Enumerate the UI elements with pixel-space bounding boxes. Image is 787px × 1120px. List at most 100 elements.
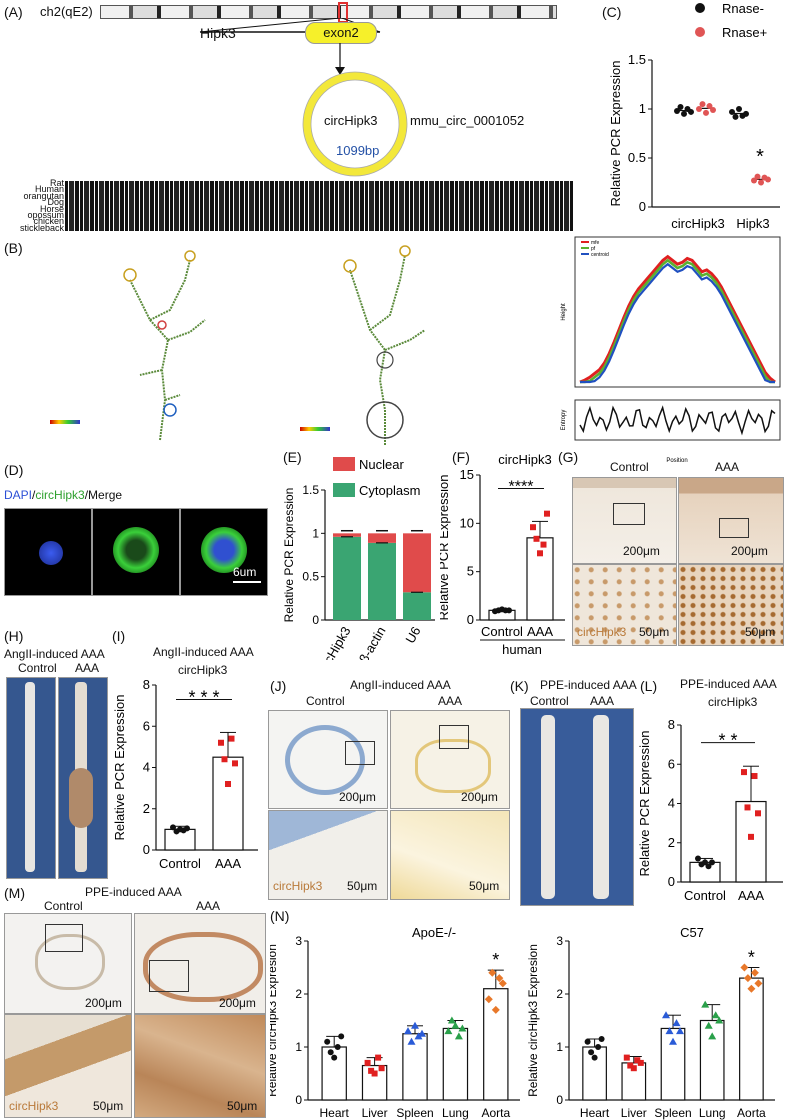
significance-stars: **** [509,479,534,496]
chart-i: 0 2 4 6 8 Relative PCR Expression Control AAA * … [112,677,258,871]
y-tick-label: 3 [556,934,563,948]
image-dapi [4,508,92,596]
bar [483,988,509,1101]
scale-g3: 50μm [639,625,670,639]
panel-label-m: (M) [4,885,25,901]
x-tick-label: Aorta [737,1106,766,1120]
data-point [338,1033,345,1040]
data-point [709,859,715,866]
significance-star: * [492,950,499,970]
scale-j1: 200μm [339,790,376,804]
data-point [705,863,712,870]
data-point [458,1024,467,1032]
exon-label: exon2 [323,25,359,40]
data-point [444,1027,453,1035]
y-axis-label: Height [561,303,567,321]
rna-structure-mfe [123,250,206,441]
data-point [758,179,764,186]
x-tick-label: Control [159,856,201,871]
legend-swatch [333,483,355,497]
data-point [418,1029,426,1037]
rna-structure-centroid [343,245,426,445]
data-point [630,1065,637,1072]
data-point [706,103,713,110]
data-point [584,1038,591,1045]
significance-stars: * * * [188,687,219,707]
circ-length: 1099bp [336,143,380,158]
data-point [711,1011,720,1019]
ihc-j-control-50: circHipk3 50μm [268,810,388,900]
data-point [754,979,763,988]
data-point [540,541,547,548]
g-control-label: Control [610,460,649,474]
data-point [451,1021,460,1029]
ihc-g-aaa-50: 50μm [678,564,784,646]
panel-label-a: (A) [4,4,23,20]
legend-label: mfe [591,240,600,246]
photo-k [520,708,634,906]
chromosome-ideogram [100,5,557,19]
bar [402,1033,428,1101]
y-tick-label: 8 [668,717,675,732]
data-point [334,1044,341,1050]
scale-label-d: 6um [233,565,257,579]
y-tick-label: 10 [460,515,474,530]
y-tick-label: 0 [312,613,319,627]
ihc-m-aaa-50: 50μm [134,1014,266,1118]
y-tick-label: 2 [295,987,302,1001]
m-control: Control [44,899,83,913]
y-tick-label: 6 [143,718,150,733]
series-line [580,258,775,384]
data-point [454,1032,463,1040]
data-point [170,824,176,831]
data-point [741,769,747,776]
stain-sep: / [32,488,36,502]
bar [739,977,764,1101]
species-orangutan: orangutan [23,190,64,201]
x-tick-label: Heart [320,1106,350,1120]
data-point [375,1054,382,1061]
data-point [702,859,708,866]
chart-title: ApoE-/- [412,925,456,940]
data-point [598,1036,605,1043]
data-point [623,1054,630,1061]
x-tick-label: Aorta [481,1106,510,1120]
circ-name: circHipk3 [324,113,378,128]
data-point [747,984,756,993]
j-aaa: AAA [438,694,463,708]
data-point [751,177,757,184]
data-point [498,979,507,988]
species-dog: Dog [47,197,64,208]
scale-g2: 200μm [731,544,768,558]
y-tick-label: 1.5 [302,483,319,497]
stain-title: DAPI/circHipk3/Merge [4,488,122,502]
gene-label: Hipk3 [200,25,236,41]
image-circhipk3 [92,508,180,596]
y-axis-label: Relative PCR Expression [282,488,296,623]
x-axis-label: Position [666,458,687,464]
x-tick-label: Control [481,624,523,639]
data-point [732,113,739,120]
y-tick-label: 0 [295,1093,302,1107]
data-point [750,968,759,977]
chart-f: circHipk3 0 5 10 15 Relative PCR Expression Co… [440,452,565,655]
data-point [327,1049,334,1056]
data-point [681,110,687,117]
x-tick-label: AAA [738,888,764,903]
data-point [221,756,228,763]
legend-swatch [333,457,355,471]
data-point [588,1049,595,1056]
significance-star: * [756,146,764,168]
panel-label-i: (I) [112,628,126,644]
series-line [579,254,776,384]
species-list: Rat Human orangutan Dog Horse opossum ch… [8,178,64,232]
y-tick-label: 0 [467,612,474,627]
m-aaa: AAA [196,899,221,913]
y-tick-label: 0.5 [302,570,319,584]
j-control: Control [306,694,345,708]
legend-label: Rnase- [722,1,764,16]
y-tick-label: 3 [295,934,302,948]
scale-m4: 50μm [227,1099,258,1113]
panel-label-b: (B) [4,240,23,256]
